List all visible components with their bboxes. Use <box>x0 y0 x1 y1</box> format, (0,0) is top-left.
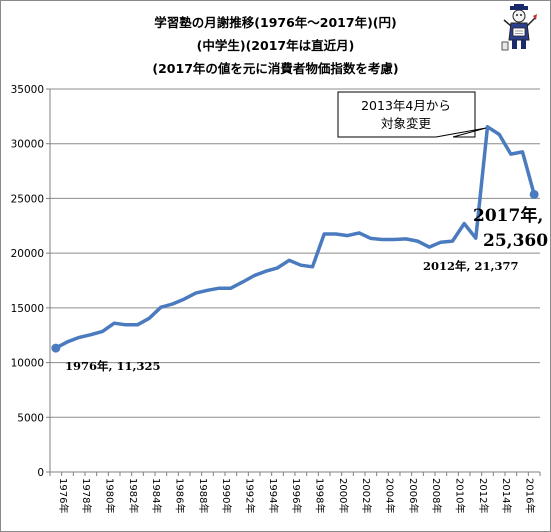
callout-text-line-2: 対象変更 <box>381 116 432 131</box>
label-2012: 2012年, 21,377 <box>423 259 519 273</box>
x-tick-label: 2012年 <box>477 478 490 513</box>
y-tick-label: 15000 <box>11 303 44 315</box>
x-tick-label: 1990年 <box>220 478 233 513</box>
axes <box>46 88 541 476</box>
x-tick-label: 2006年 <box>407 478 420 513</box>
x-tick-label: 2014年 <box>500 478 513 513</box>
chart-title-line-2: (中学生)(2017年は直近月) <box>196 38 355 53</box>
x-tick-labels: 1976年 1978年 1980年 1982年 1984年 1986年 1988年 1990年… <box>57 478 537 513</box>
y-tick-label: 0 <box>37 467 44 479</box>
x-tick-label: 1998年 <box>314 478 327 513</box>
x-tick-label: 1976年 <box>57 478 70 513</box>
data-point-marker <box>529 189 539 199</box>
mascot-logo-icon <box>501 4 537 51</box>
data-point-marker <box>51 343 61 353</box>
x-tick-label: 2016年 <box>524 478 537 513</box>
callout-box <box>337 91 487 138</box>
y-tick-labels: 0 5000 10000 15000 20000 25000 30000 35000 <box>11 84 44 479</box>
series-line <box>54 125 536 350</box>
y-tick-label: 30000 <box>11 139 44 151</box>
x-tick-label: 1982年 <box>127 478 140 513</box>
x-tick-label: 2008年 <box>430 478 443 513</box>
y-tick-label: 5000 <box>17 412 44 424</box>
y-tick-label: 25000 <box>11 193 44 205</box>
label-1976: 1976年, 11,325 <box>65 359 161 373</box>
chart-title-line-1: 学習塾の月謝推移(1976年～2017年)(円) <box>154 15 397 30</box>
annotations: 2013年4月から 対象変更 1976年, 11,325 2012年, 21,3… <box>65 91 548 373</box>
y-tick-label: 35000 <box>11 84 44 96</box>
x-tick-label: 1992年 <box>244 478 257 513</box>
x-tick-label: 1984年 <box>150 478 163 513</box>
x-tick-label: 2004年 <box>384 478 397 513</box>
gridlines <box>50 88 540 418</box>
callout-text-line-1: 2013年4月から <box>361 98 451 113</box>
y-tick-label: 10000 <box>11 358 44 370</box>
series-group <box>51 125 539 353</box>
x-tick-label: 2010年 <box>454 478 467 513</box>
chart-title-line-3: (2017年の値を元に消費者物価指数を考慮) <box>152 61 399 76</box>
label-2017-value: 25,360 <box>483 231 548 251</box>
x-tick-label: 1988年 <box>197 478 210 513</box>
x-tick-label: 2002年 <box>360 478 373 513</box>
x-tick-label: 1978年 <box>80 478 93 513</box>
x-tick-label: 1996年 <box>290 478 303 513</box>
x-tick-label: 1986年 <box>174 478 187 513</box>
y-tick-label: 20000 <box>11 248 44 260</box>
x-tick-label: 1994年 <box>267 478 280 513</box>
x-tick-label: 1980年 <box>104 478 117 513</box>
x-tick-label: 2000年 <box>337 478 350 513</box>
label-2017-year: 2017年, <box>473 205 543 226</box>
